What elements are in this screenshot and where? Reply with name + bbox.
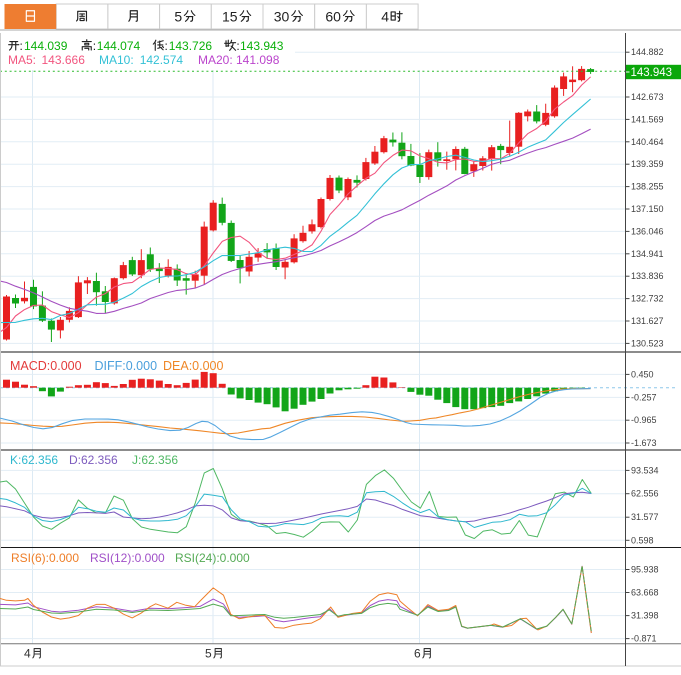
svg-text:142.673: 142.673: [631, 92, 664, 102]
svg-text:MA5:: MA5:: [8, 53, 36, 67]
svg-text:MACD:0.000: MACD:0.000: [10, 359, 82, 373]
svg-text:144.074: 144.074: [97, 39, 141, 53]
svg-text:RSI(24):0.000: RSI(24):0.000: [175, 551, 250, 565]
svg-text:93.534: 93.534: [631, 465, 659, 475]
svg-text:140.464: 140.464: [631, 137, 664, 147]
svg-text:60: 60: [325, 9, 341, 25]
svg-text:0.598: 0.598: [631, 535, 654, 545]
svg-text:143.943: 143.943: [631, 67, 673, 79]
svg-text:MA20:: MA20:: [198, 53, 233, 67]
svg-text:63.668: 63.668: [631, 588, 659, 598]
svg-text:143.726: 143.726: [169, 39, 213, 53]
svg-text:0.450: 0.450: [631, 369, 654, 379]
svg-text:62.556: 62.556: [631, 489, 659, 499]
svg-text:D:62.356: D:62.356: [69, 453, 118, 467]
svg-text:142.574: 142.574: [140, 53, 184, 67]
svg-text:136.046: 136.046: [631, 226, 664, 236]
svg-text:4: 4: [381, 9, 389, 25]
svg-text:132.732: 132.732: [631, 294, 664, 304]
svg-text:141.569: 141.569: [631, 114, 664, 124]
svg-text:95.938: 95.938: [631, 565, 659, 575]
svg-text:RSI(12):0.000: RSI(12):0.000: [90, 551, 165, 565]
svg-text:138.255: 138.255: [631, 182, 664, 192]
svg-text:143.666: 143.666: [42, 53, 86, 67]
svg-text:5: 5: [205, 647, 212, 661]
svg-text:DEA:0.000: DEA:0.000: [163, 359, 224, 373]
svg-text:-0.871: -0.871: [631, 634, 657, 644]
svg-text:133.836: 133.836: [631, 271, 664, 281]
svg-text:4: 4: [24, 647, 31, 661]
svg-text:31.398: 31.398: [631, 611, 659, 621]
svg-text::: :: [93, 39, 96, 53]
svg-text:134.941: 134.941: [631, 249, 664, 259]
svg-text:141.098: 141.098: [236, 53, 280, 67]
svg-text:DIFF:0.000: DIFF:0.000: [95, 359, 158, 373]
svg-text::: :: [236, 39, 239, 53]
svg-text:31.577: 31.577: [631, 512, 659, 522]
svg-text::: :: [165, 39, 168, 53]
svg-text:130.523: 130.523: [631, 338, 664, 348]
svg-text:6: 6: [414, 647, 421, 661]
svg-text:J:62.356: J:62.356: [132, 453, 178, 467]
svg-text:144.039: 144.039: [24, 39, 68, 53]
svg-text:15: 15: [222, 9, 238, 25]
svg-text:-0.965: -0.965: [631, 415, 657, 425]
svg-text:MA10:: MA10:: [99, 53, 134, 67]
svg-text:137.150: 137.150: [631, 204, 664, 214]
svg-text:-0.257: -0.257: [631, 392, 657, 402]
svg-text:5: 5: [174, 9, 182, 25]
svg-text:139.359: 139.359: [631, 159, 664, 169]
svg-text:-1.673: -1.673: [631, 438, 657, 448]
svg-text:K:62.356: K:62.356: [10, 453, 58, 467]
svg-text:144.882: 144.882: [631, 47, 664, 57]
svg-text:143.943: 143.943: [240, 39, 284, 53]
svg-text:30: 30: [274, 9, 290, 25]
svg-text:131.627: 131.627: [631, 316, 664, 326]
svg-text:RSI(6):0.000: RSI(6):0.000: [11, 551, 79, 565]
svg-text::: :: [20, 39, 23, 53]
